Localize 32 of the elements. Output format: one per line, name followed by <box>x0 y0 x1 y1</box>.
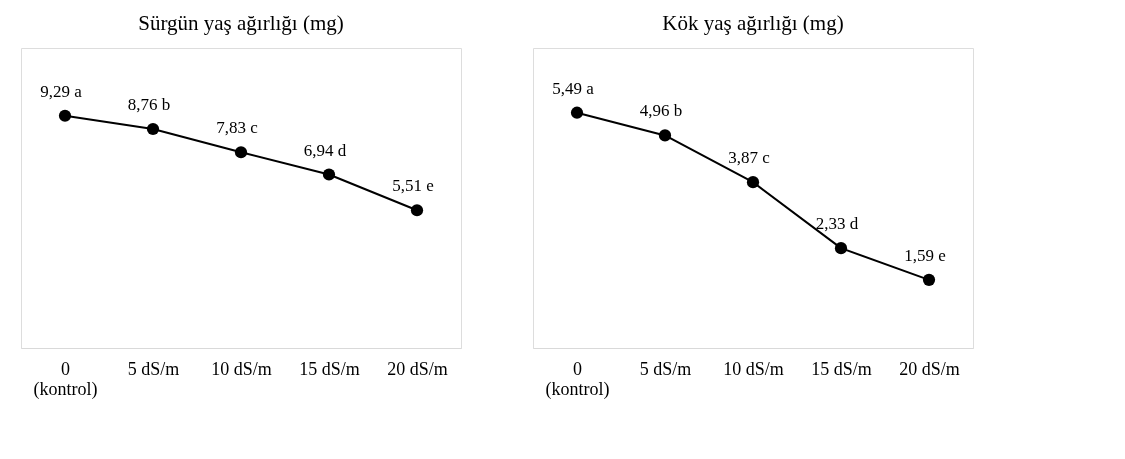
data-label: 4,96 b <box>639 101 683 121</box>
data-label: 9,29 a <box>40 81 83 101</box>
point <box>58 109 72 122</box>
x-tick-label: 20 dS/m <box>387 358 448 379</box>
x-tick-label: 0 (kontrol) <box>545 358 610 400</box>
data-label: 5,51 e <box>392 176 434 196</box>
point <box>322 168 336 181</box>
data-label: 6,94 d <box>303 140 347 160</box>
x-tick-label: 5 dS/m <box>127 358 180 379</box>
data-label: 7,83 c <box>216 118 259 138</box>
data-label: 8,76 b <box>127 95 171 114</box>
data-label: 2,33 d <box>815 214 859 234</box>
x-tick-label: 10 dS/m <box>211 358 272 379</box>
x-tick-label: 10 dS/m <box>723 358 784 379</box>
point <box>570 106 584 119</box>
x-tick-label: 20 dS/m <box>899 358 960 379</box>
x-tick-label: 15 dS/m <box>811 358 872 379</box>
point <box>834 242 848 255</box>
data-label: 3,87 c <box>728 148 771 168</box>
x-tick-label: 15 dS/m <box>299 358 360 379</box>
x-tick-label: 5 dS/m <box>639 358 692 379</box>
data-label: 1,59 e <box>904 245 946 265</box>
point <box>658 129 672 142</box>
chart-title: Kök yaş ağırlığı (mg) <box>662 11 844 35</box>
x-tick-label: 0 (kontrol) <box>33 358 98 400</box>
point <box>746 176 760 189</box>
point <box>146 122 160 136</box>
point <box>234 146 248 159</box>
point <box>410 204 424 217</box>
point <box>922 273 936 286</box>
chart-title: Sürgün yaş ağırlığı (mg) <box>138 11 344 35</box>
data-label: 5,49 a <box>552 78 595 98</box>
